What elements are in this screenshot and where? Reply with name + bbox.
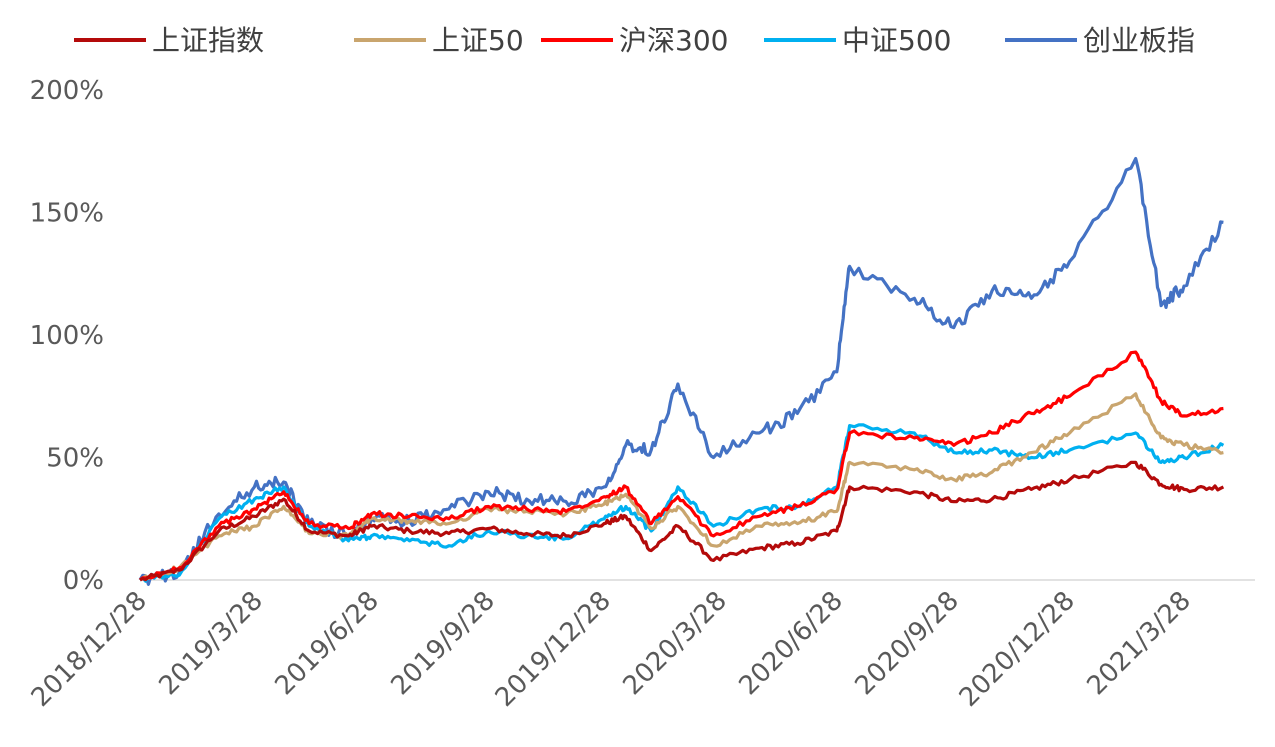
- y-tick-label: 0%: [63, 566, 104, 596]
- legend-item: 沪深300: [541, 24, 728, 57]
- legend-label: 创业板指: [1083, 24, 1195, 57]
- x-axis: 2018/12/28 2019/3/28 2019/6/28 2019/9/28201…: [26, 579, 1255, 713]
- x-tick-label: 2018/12/28: [26, 586, 153, 713]
- legend-label: 上证指数: [152, 24, 264, 57]
- x-tick-label: 2020/12/28: [954, 586, 1081, 713]
- x-tick-label: 2020/6/28: [733, 586, 848, 701]
- y-tick-label: 150%: [30, 199, 104, 229]
- legend-label: 中证500: [842, 24, 951, 57]
- y-tick-label: 200%: [30, 76, 104, 106]
- x-tick-label: 2019/9/28: [385, 586, 500, 701]
- x-tick-label: 2019/6/28: [269, 586, 384, 701]
- plot-area: [138, 157, 1225, 586]
- legend-item: 上证50: [354, 24, 524, 57]
- series-line-4: [138, 157, 1224, 586]
- x-tick-label: 2020/9/28: [849, 586, 964, 701]
- y-tick-label: 50%: [46, 444, 104, 474]
- legend-label: 沪深300: [619, 24, 728, 57]
- legend-item: 创业板指: [1005, 24, 1195, 57]
- series-line-2: [139, 350, 1224, 582]
- y-axis: 0% 50% 100% 150% 200%: [30, 76, 104, 596]
- series-line-3: [139, 423, 1225, 583]
- x-tick-label: 2020/3/28: [617, 586, 732, 701]
- series-line-0: [139, 460, 1225, 582]
- x-tick-label: 2019/3/28: [153, 586, 268, 701]
- series-line-1: [139, 392, 1224, 582]
- x-tick-label: 2019/12/28: [490, 586, 617, 713]
- legend-item: 上证指数: [74, 24, 264, 57]
- legend-label: 上证50: [432, 24, 524, 57]
- legend-item: 中证500: [764, 24, 951, 57]
- legend: 上证指数 上证50 沪深300 中证500 创业板指: [74, 24, 1195, 57]
- y-tick-label: 100%: [30, 321, 104, 351]
- x-tick-label: 2021/3/28: [1081, 586, 1196, 701]
